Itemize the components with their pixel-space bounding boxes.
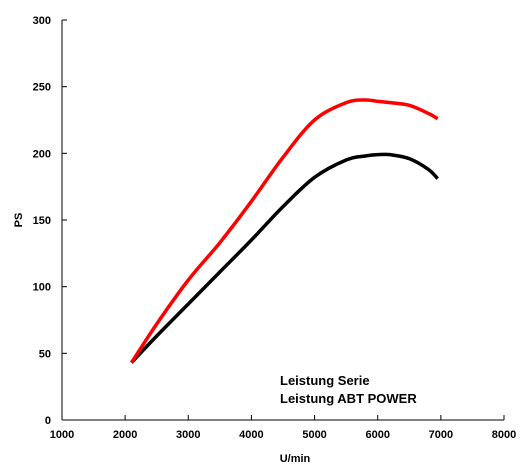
- axes: [61, 20, 504, 421]
- x-tick-label: 6000: [365, 429, 389, 441]
- x-tick-label: 3000: [176, 429, 200, 441]
- y-axis-title: PS: [13, 213, 25, 228]
- x-tick-label: 2000: [113, 429, 137, 441]
- legend: Leistung Serie Leistung ABT POWER: [280, 373, 417, 406]
- series-lines: [129, 98, 439, 364]
- y-tick-label: 100: [33, 282, 51, 294]
- x-tick-label: 5000: [302, 429, 326, 441]
- x-tick-label: 8000: [492, 429, 516, 441]
- x-tick-label: 4000: [239, 429, 263, 441]
- y-tick-label: 0: [45, 415, 51, 427]
- y-tick-label: 250: [33, 82, 51, 94]
- legend-entry-leistung-serie: Leistung Serie: [280, 373, 370, 388]
- y-tick-label: 150: [33, 215, 51, 227]
- series-line-leistung-serie: [130, 152, 439, 364]
- x-tick-label: 1000: [50, 429, 74, 441]
- y-tick-label: 50: [39, 348, 51, 360]
- ticks: 0 50 100 150 200 250 300 1000 2000 3000 4000 5000 60…: [33, 15, 517, 441]
- y-tick-label: 200: [33, 148, 51, 160]
- legend-entry-leistung-abt-power: Leistung ABT POWER: [280, 391, 417, 406]
- x-tick-label: 7000: [429, 429, 453, 441]
- x-axis-title: U/min: [280, 453, 311, 465]
- series-line-leistung-abt-power: [129, 98, 439, 364]
- y-tick-label: 300: [33, 15, 51, 27]
